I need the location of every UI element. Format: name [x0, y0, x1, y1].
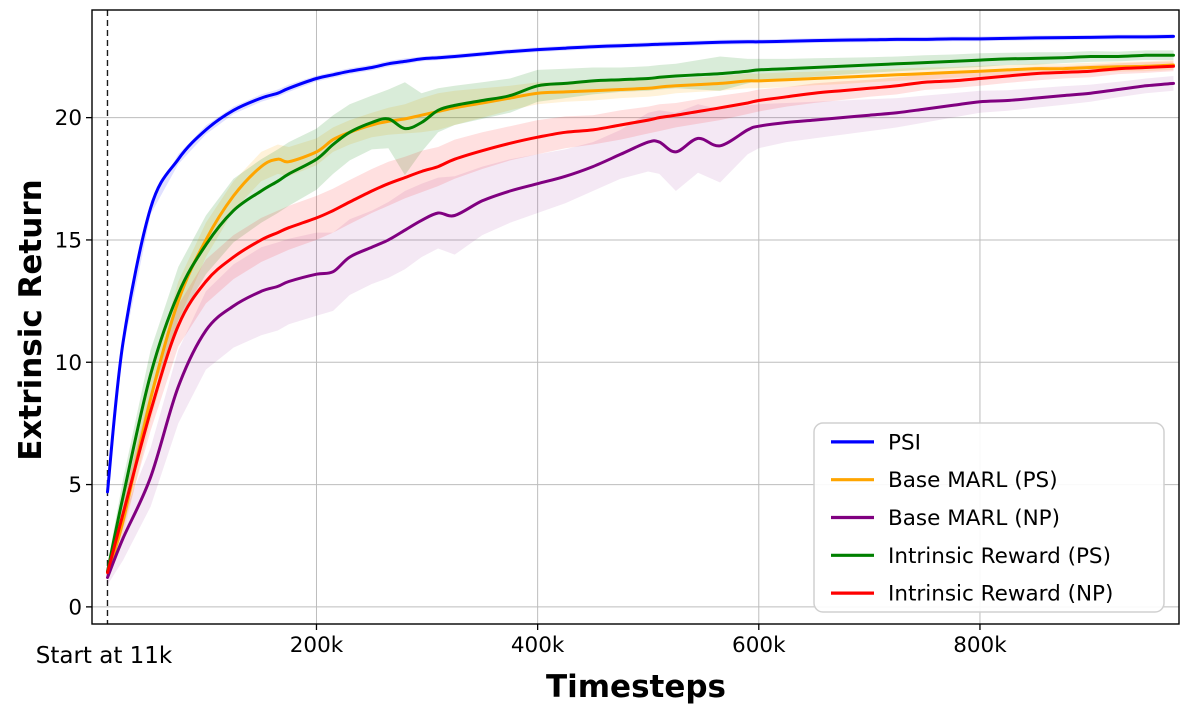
series-psi-line [106, 34, 1175, 494]
legend-label-intrinsic-reward-np: Intrinsic Reward (NP) [888, 582, 1113, 607]
x-tick-label-200k: 200k [290, 633, 344, 658]
y-tick-label-5: 5 [68, 473, 82, 498]
x-tick-label-600k: 600k [732, 633, 786, 658]
series-intrinsic-reward-ps-line [106, 53, 1175, 573]
y-tick-label-10: 10 [55, 351, 82, 376]
series-intrinsic-reward-np-line [106, 64, 1175, 575]
legend-label-base-marl-ps: Base MARL (PS) [888, 468, 1058, 493]
y-tick-label-0: 0 [68, 595, 82, 620]
y-tick-label-15: 15 [55, 228, 82, 253]
start-annotation: Start at 11k [35, 643, 173, 669]
legend-label-intrinsic-reward-ps: Intrinsic Reward (PS) [888, 544, 1111, 569]
legend: PSI Base MARL (PS) Base MARL (NP) Intrinsic… [813, 422, 1165, 613]
legend-label-psi: PSI [888, 430, 921, 455]
legend-label-base-marl-np: Base MARL (NP) [888, 506, 1060, 531]
series-base-marl-ps-line [106, 63, 1175, 575]
plot-border [91, 9, 1180, 625]
series-base-marl-np-line [106, 81, 1175, 579]
x-tick-label-400k: 400k [511, 633, 565, 658]
x-tick-label-800k: 800k [953, 633, 1007, 658]
y-tick-label-20: 20 [55, 106, 82, 131]
legend-box [813, 422, 1165, 613]
